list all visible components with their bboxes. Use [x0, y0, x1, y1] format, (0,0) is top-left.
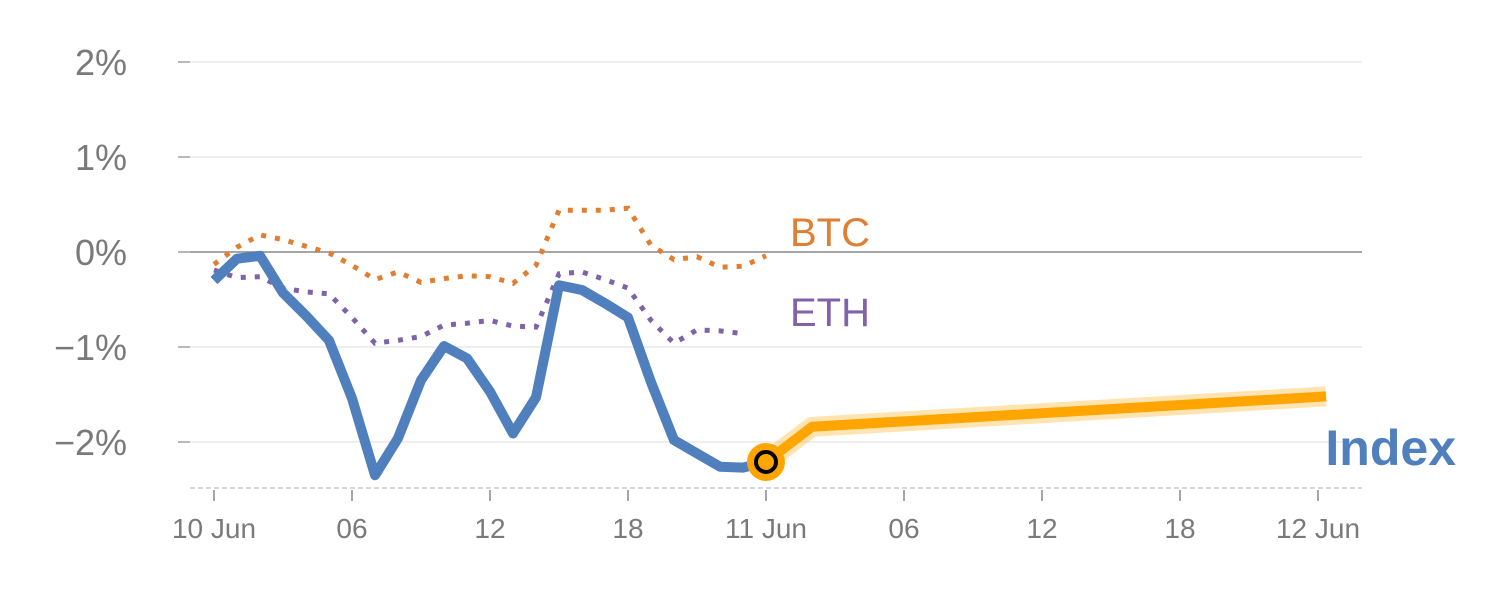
x-tick-label: 11 Jun [725, 513, 807, 544]
series-label-btc: BTC [790, 211, 870, 255]
x-tick-label: 10 Jun [172, 513, 256, 544]
x-tick-label: 18 [612, 513, 643, 544]
x-tick-label: 12 [474, 513, 505, 544]
y-tick-label: −1% [54, 327, 127, 368]
y-tick-label: 0% [75, 232, 127, 273]
x-tick-label: 06 [888, 513, 919, 544]
series-line-index [210, 250, 768, 481]
x-tick-label: 12 Jun [1276, 513, 1360, 544]
x-tick-label: 18 [1164, 513, 1195, 544]
current-point-marker [754, 449, 778, 474]
y-tick-label: 1% [75, 137, 127, 178]
series-line-index-forecast [762, 391, 1327, 466]
x-tick-label: 12 [1026, 513, 1057, 544]
x-tick-label: 06 [336, 513, 367, 544]
y-tick-label: −2% [54, 422, 127, 463]
series-label-index: Index [1325, 420, 1456, 476]
y-tick-label: 2% [75, 42, 127, 83]
series-line-btc [212, 205, 768, 287]
series-label-eth: ETH [790, 291, 870, 335]
